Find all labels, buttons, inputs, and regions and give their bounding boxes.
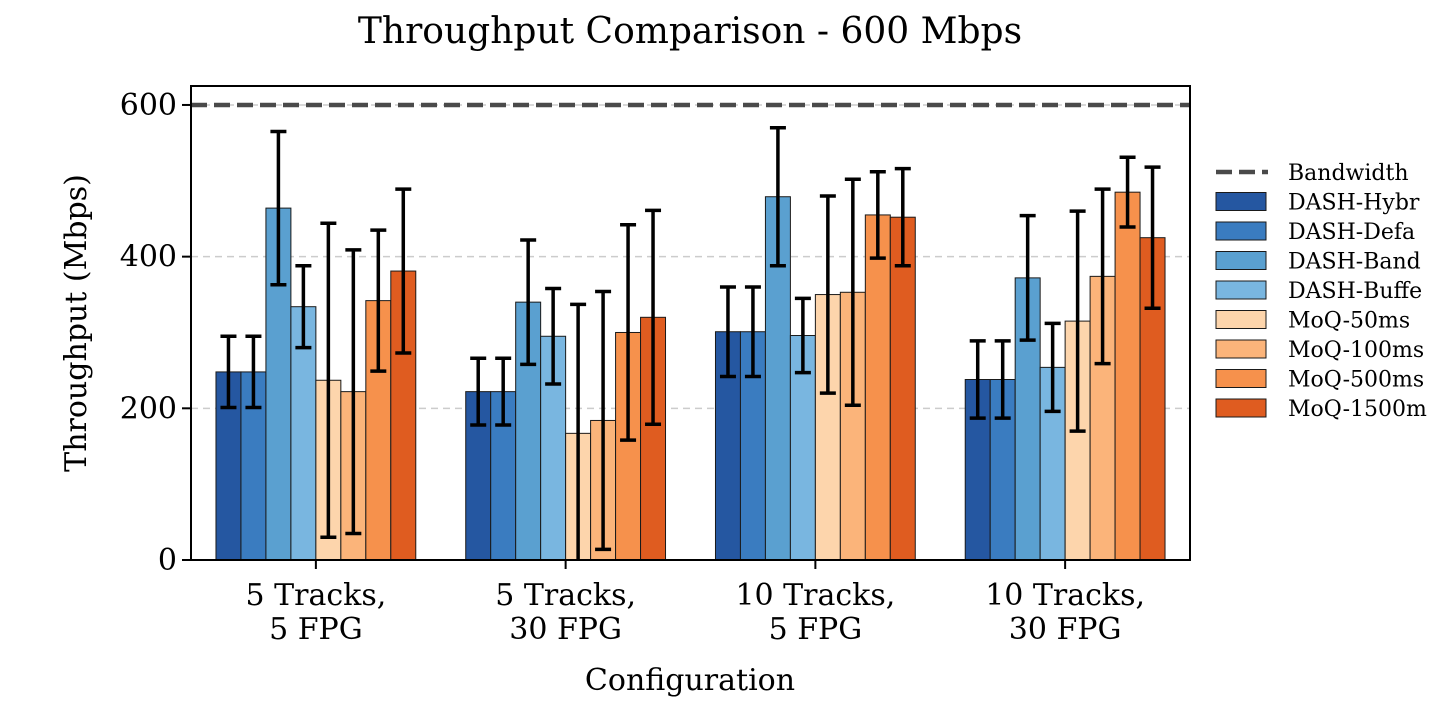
legend-swatch [1215, 339, 1267, 359]
y-tick-label: 200 [120, 391, 177, 426]
x-tick-label: 5 FPG [769, 612, 863, 647]
legend-label: DASH-Band [1288, 250, 1421, 275]
x-tick-label: 10 Tracks, [985, 578, 1145, 613]
bar [889, 216, 916, 561]
chart-title: Throughput Comparison - 600 Mbps [358, 11, 1022, 52]
x-tick-label: 5 Tracks, [245, 578, 386, 613]
legend-label: Bandwidth [1288, 161, 1409, 186]
y-tick-label: 600 [120, 88, 177, 123]
legend-label: MoQ-50ms [1288, 309, 1410, 334]
legend-swatch [1215, 369, 1267, 388]
error-bars [220, 125, 1161, 560]
legend-swatch [1215, 398, 1267, 418]
legend-swatch [1215, 280, 1267, 300]
x-tick-label: 5 Tracks, [495, 578, 636, 613]
bar [864, 214, 891, 561]
legend-label: MoQ-500ms [1288, 368, 1424, 393]
bars [215, 191, 1166, 561]
x-axis-label: Configuration [585, 663, 795, 698]
y-tick-label: 0 [158, 543, 177, 578]
x-tick-label: 5 FPG [269, 612, 363, 647]
legend-label: MoQ-100ms [1288, 338, 1424, 363]
legend-label: DASH-Defa [1288, 220, 1415, 245]
legend-label: DASH-Hybr [1288, 191, 1420, 216]
legend: Bandwidth DASH-Hybr DASH-Defa DASH-Band DASH… [1215, 161, 1427, 422]
legend-label: MoQ-1500m [1288, 397, 1427, 422]
x-tick-label: 30 FPG [1009, 612, 1122, 647]
legend-label: DASH-Buffe [1288, 279, 1422, 304]
legend-swatch [1215, 251, 1267, 270]
x-tick-label: 30 FPG [509, 612, 622, 647]
y-ticks: 0 200 400 600 [120, 88, 191, 578]
x-tick-label: 10 Tracks, [735, 578, 895, 613]
bar [1114, 191, 1141, 561]
y-axis-label: Throughput (Mbps) [59, 174, 94, 472]
y-tick-label: 400 [120, 240, 177, 275]
legend-swatch [1215, 310, 1267, 329]
legend-swatch [1215, 221, 1267, 241]
plot-frame [190, 85, 1191, 561]
legend-swatch [1215, 192, 1267, 211]
